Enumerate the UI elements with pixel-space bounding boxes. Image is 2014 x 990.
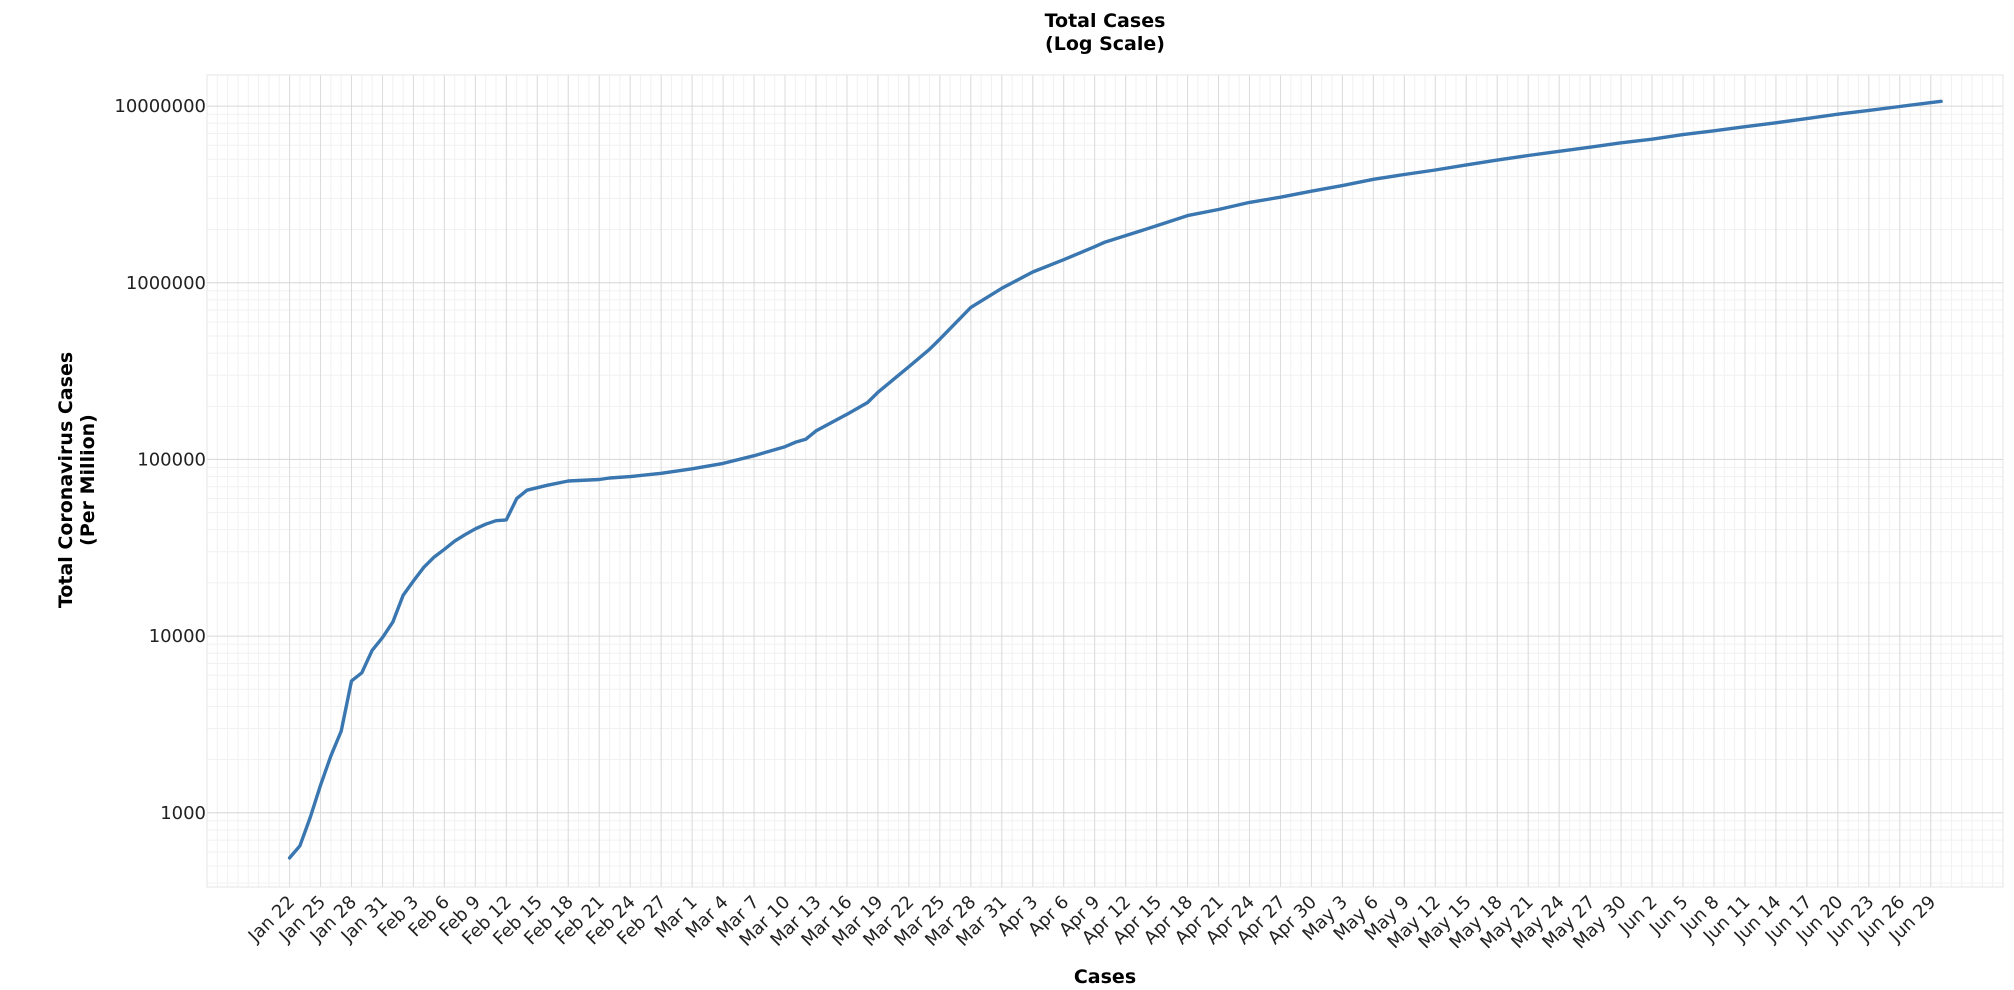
y-axis-title-line1: Total Coronavirus Cases — [55, 352, 77, 608]
y-axis-title-line2: (Per Million) — [77, 414, 99, 546]
major-grid — [207, 75, 2003, 887]
chart-subtitle: (Log Scale) — [1045, 33, 1165, 55]
chart-title: Total Cases — [1045, 10, 1166, 32]
y-tick-label: 10000 — [149, 626, 206, 647]
y-tick-label: 1000000 — [126, 273, 206, 294]
y-axis-ticks: 1000 10000 100000 1000000 10000000 — [114, 96, 206, 824]
series-layer — [287, 99, 1943, 860]
y-tick-label: 1000 — [160, 803, 206, 824]
y-axis-title: Total Coronavirus Cases (Per Million) — [55, 352, 99, 608]
y-tick-label: 10000000 — [114, 96, 206, 117]
x-axis-title: Cases — [1074, 966, 1136, 988]
plot-frame — [206, 74, 2004, 888]
series-line-0 — [287, 99, 1943, 860]
y-tick-label: 100000 — [137, 449, 206, 470]
